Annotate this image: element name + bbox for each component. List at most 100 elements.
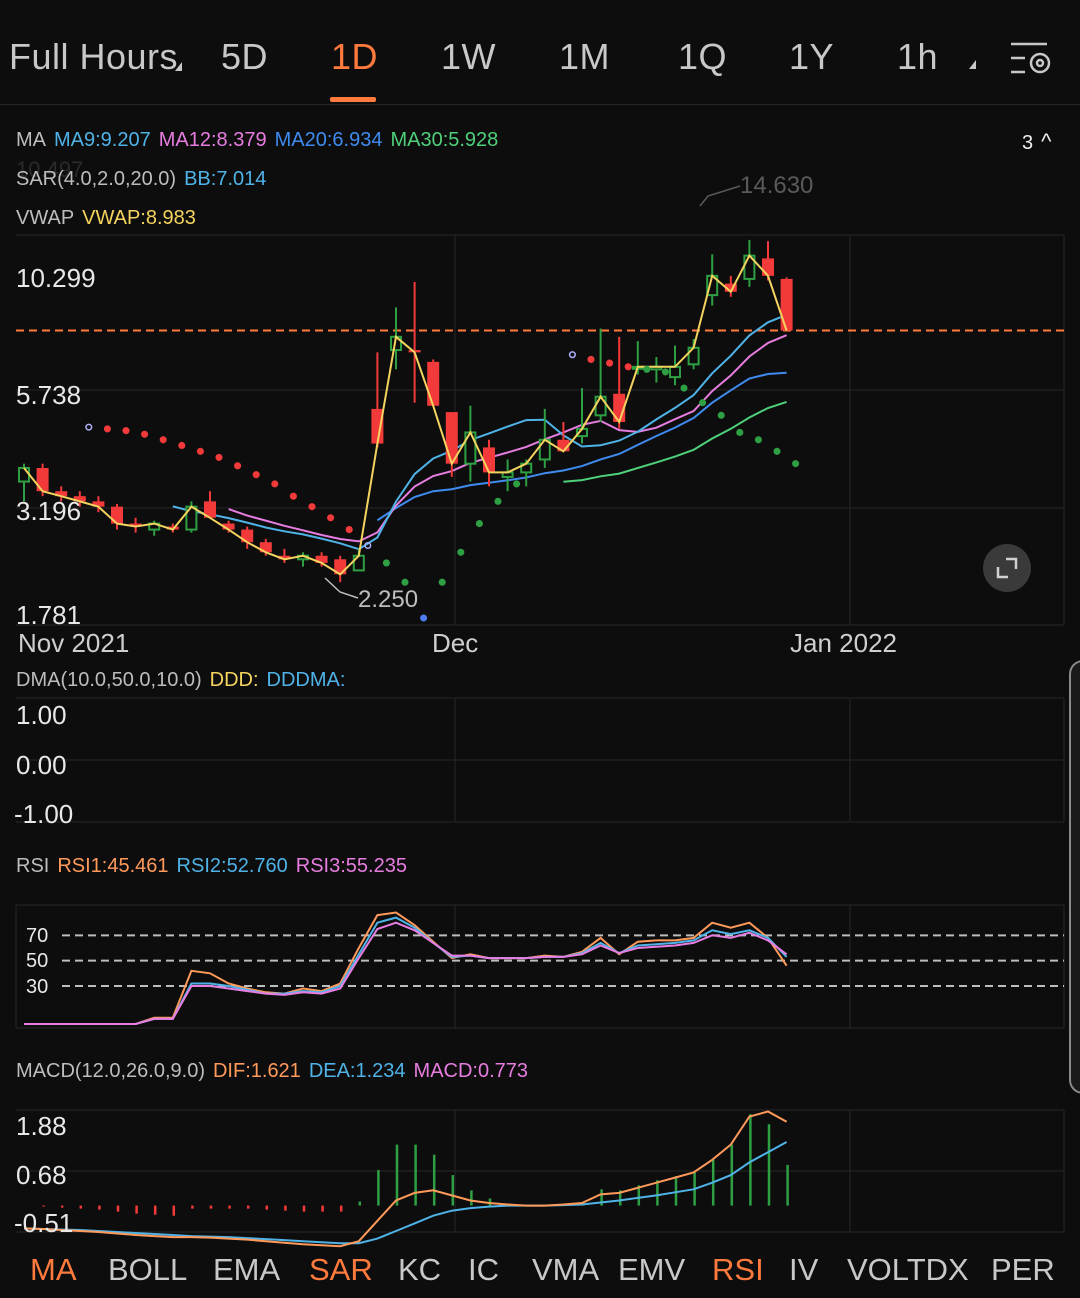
interval-dropdown-icon[interactable] (969, 60, 976, 69)
candle-body (222, 523, 235, 530)
tab-ema[interactable]: EMA (213, 1252, 281, 1287)
sar-dot (289, 492, 297, 500)
sar-dot (792, 460, 800, 468)
candle-body (73, 496, 86, 502)
candle-body (427, 361, 440, 406)
side-drawer-handle[interactable] (1069, 660, 1080, 1094)
sar-dot (252, 471, 260, 479)
ma9-value: MA9:9.207 (54, 129, 151, 151)
tab-1m[interactable]: 1M (559, 36, 611, 77)
sar-dot (308, 503, 316, 511)
vwap-line (23, 253, 788, 576)
ma9-line (172, 313, 787, 551)
macd-label: MACD(12.0,26.0,9.0) (16, 1060, 205, 1082)
sar-dot (420, 614, 428, 622)
tab-full-hours-label: Full Hours (9, 36, 179, 77)
sar-dot (661, 368, 669, 376)
candle-body (92, 501, 105, 507)
rsi3-value: RSI3:55.235 (295, 855, 407, 877)
tab-voltdx[interactable]: VOLTDX (847, 1252, 969, 1287)
sar-dot (587, 355, 595, 363)
tab-1d[interactable]: 1D (331, 36, 379, 77)
sar-dot (494, 497, 502, 505)
date-axis-label: Dec (432, 628, 479, 658)
ma12-value: MA12:8.379 (158, 129, 267, 151)
high-marker-leader (699, 185, 741, 207)
rsi-line (24, 921, 788, 1025)
low-marker-label: 2.250 (358, 586, 419, 613)
rsi-axis-label: 30 (26, 976, 49, 998)
tab-sar[interactable]: SAR (309, 1252, 373, 1287)
rsi-line (24, 916, 788, 1025)
sar-label: SAR(4.0,2.0,20.0) (16, 168, 177, 190)
rsi-line (24, 911, 788, 1025)
tab-5d[interactable]: 5D (221, 36, 269, 77)
ma-label: MA (16, 129, 46, 151)
sar-legend: SAR(4.0,2.0,20.0) BB:7.014 (16, 168, 274, 191)
sar-dot (457, 548, 465, 556)
tab-1h[interactable]: 1h (897, 36, 939, 77)
sar-dot (568, 351, 576, 359)
ddd-label: DDD: (209, 669, 259, 691)
dea-value: DEA:1.234 (308, 1060, 406, 1082)
candle-body (762, 258, 774, 276)
tab-full-hours[interactable]: Full Hours (9, 36, 178, 78)
price-axis-label: 10.299 (16, 263, 96, 293)
tab-emv[interactable]: EMV (618, 1252, 686, 1287)
tab-ic[interactable]: IC (468, 1252, 499, 1287)
sar-dot (680, 384, 688, 392)
ma20-line (376, 371, 787, 522)
candle-body (259, 542, 272, 553)
sar-dot (234, 462, 242, 470)
tab-boll[interactable]: BOLL (108, 1252, 188, 1287)
chart-settings-icon[interactable] (1007, 38, 1061, 82)
macd-value: MACD:0.773 (413, 1060, 529, 1082)
vwap-value: VWAP:8.983 (82, 207, 196, 229)
rsi-axis-label: 70 (26, 925, 49, 947)
tab-ma[interactable]: MA (30, 1252, 77, 1287)
ma20-value: MA20:6.934 (274, 129, 383, 151)
sar-dot (345, 526, 353, 534)
expand-chart-button[interactable] (983, 544, 1031, 592)
full-hours-dropdown-icon[interactable] (175, 62, 182, 71)
candle-body (780, 278, 793, 331)
tab-iv[interactable]: IV (789, 1252, 819, 1287)
sar-dot (85, 423, 93, 431)
timeframe-bar: Full Hours 5D 1D 1W 1M 1Q 1Y 1h (0, 0, 1080, 105)
tab-1q[interactable]: 1Q (678, 36, 728, 77)
sar-dot (327, 514, 335, 522)
sar-dot (271, 480, 279, 488)
tab-per[interactable]: PER (991, 1252, 1055, 1287)
sar-dot (178, 441, 186, 450)
candle-body (18, 466, 30, 483)
rsi-label: RSI (16, 855, 50, 877)
faint-price-label: 10.497 (16, 157, 84, 182)
active-tab-indicator (330, 97, 376, 102)
sar-dot (159, 436, 167, 444)
tab-vma[interactable]: VMA (532, 1252, 600, 1287)
sar-dot (401, 578, 409, 586)
tab-kc[interactable]: KC (398, 1252, 442, 1287)
date-axis-label: Jan 2022 (790, 628, 897, 658)
candle-body (204, 501, 216, 518)
sar-dot (196, 447, 204, 455)
candle-body (594, 395, 607, 417)
collapse-indicators-button[interactable]: 3 ^ (1022, 129, 1059, 155)
sar-dot (773, 447, 781, 455)
tab-rsi[interactable]: RSI (712, 1252, 764, 1287)
sar-dot (513, 480, 521, 488)
tab-1w[interactable]: 1W (441, 36, 496, 77)
ma30-line (563, 400, 787, 483)
macd-axis-label: -0.51 (14, 1208, 74, 1238)
sar-dot (215, 453, 223, 461)
ma-legend: MA MA9:9.207 MA12:8.379 MA20:6.934 MA30:5.92… (16, 129, 506, 152)
candle-body (129, 523, 142, 527)
sar-dot (606, 359, 614, 367)
dma-label: DMA(10.0,50.0,10.0) (16, 669, 202, 691)
dma-legend: DMA(10.0,50.0,10.0) DDD: DDDMA: (16, 669, 353, 692)
date-axis-label: Nov 2021 (18, 628, 130, 658)
sar-dot (141, 430, 149, 438)
tab-1y[interactable]: 1Y (789, 36, 835, 77)
ma12-line (228, 334, 787, 543)
